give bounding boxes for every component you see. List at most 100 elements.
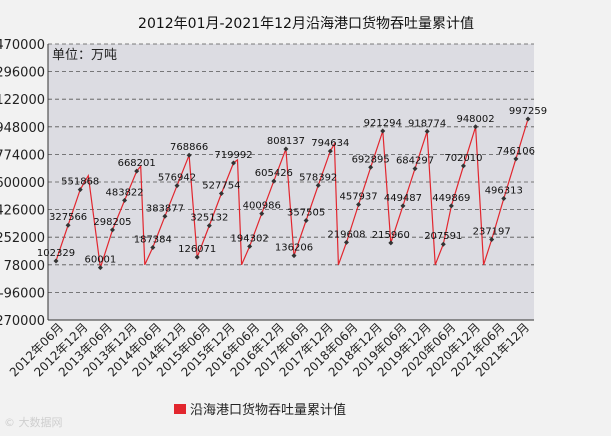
data-label: 136206 bbox=[275, 243, 313, 254]
data-point bbox=[368, 164, 374, 170]
y-tick-label: 252000 bbox=[0, 231, 45, 246]
y-tick-label: 774000 bbox=[0, 148, 45, 163]
data-label: 668201 bbox=[118, 158, 156, 169]
y-tick-label: 1122000 bbox=[0, 93, 45, 108]
data-label: 383877 bbox=[146, 203, 184, 214]
data-label: 457937 bbox=[339, 192, 377, 203]
data-label: 449869 bbox=[432, 193, 470, 204]
data-point bbox=[412, 166, 418, 172]
data-point bbox=[315, 182, 321, 188]
data-label: 692895 bbox=[352, 154, 390, 165]
data-point bbox=[186, 152, 192, 158]
data-point bbox=[448, 203, 454, 209]
data-label: 918774 bbox=[408, 118, 446, 129]
watermark: © 大数据网 bbox=[4, 416, 63, 429]
data-point bbox=[400, 203, 406, 209]
data-label: 357505 bbox=[287, 207, 325, 218]
data-point bbox=[327, 148, 333, 154]
x-tick-labels: 2012年06月2012年12月2013年06月2013年12月2014年06月… bbox=[7, 320, 532, 379]
data-point bbox=[259, 211, 265, 217]
data-point bbox=[424, 128, 430, 134]
data-label: 702010 bbox=[444, 153, 482, 164]
data-label: 400986 bbox=[243, 201, 281, 212]
data-point bbox=[513, 156, 519, 162]
data-label: 576942 bbox=[158, 173, 196, 184]
data-point bbox=[122, 197, 128, 203]
y-tick-label: 948000 bbox=[0, 121, 45, 136]
y-tick-labels: -270000 -96000 78000 252000 426000 600000 7740… bbox=[0, 38, 45, 329]
data-point bbox=[291, 253, 297, 259]
y-tick-label: 1296000 bbox=[0, 66, 45, 81]
y-tick-label: 426000 bbox=[0, 204, 45, 219]
data-point bbox=[380, 128, 386, 134]
data-point bbox=[206, 223, 212, 229]
data-point bbox=[440, 241, 446, 247]
data-point bbox=[162, 213, 168, 219]
data-label: 126071 bbox=[178, 244, 216, 255]
data-point bbox=[501, 195, 507, 201]
data-label: 527754 bbox=[202, 180, 240, 191]
data-label: 60001 bbox=[84, 255, 116, 266]
data-point bbox=[218, 190, 224, 196]
legend-swatch bbox=[174, 404, 186, 414]
data-point bbox=[53, 258, 59, 264]
unit-label: 单位：万吨 bbox=[52, 48, 117, 63]
data-label: 768866 bbox=[170, 142, 208, 153]
data-labels: 102329 327566 551868 60001 298205 483822 66820… bbox=[37, 106, 547, 266]
data-point bbox=[109, 227, 115, 233]
data-point bbox=[134, 168, 140, 174]
data-point bbox=[303, 217, 309, 223]
data-label: 325132 bbox=[190, 213, 228, 224]
y-tick-label: 600000 bbox=[0, 176, 45, 191]
data-point bbox=[97, 265, 103, 271]
data-label: 194302 bbox=[231, 233, 269, 244]
data-label: 219608 bbox=[327, 229, 365, 240]
data-label: 207591 bbox=[424, 231, 462, 242]
data-label: 237197 bbox=[473, 227, 511, 238]
data-point bbox=[150, 244, 156, 250]
data-label: 746106 bbox=[497, 146, 535, 157]
data-label: 921294 bbox=[364, 118, 402, 129]
data-point bbox=[283, 146, 289, 152]
data-label: 215960 bbox=[372, 230, 410, 241]
data-point bbox=[174, 183, 180, 189]
data-point bbox=[65, 222, 71, 228]
data-point bbox=[388, 240, 394, 246]
data-label: 808137 bbox=[267, 136, 305, 147]
data-label: 997259 bbox=[509, 106, 547, 117]
legend-label: 沿海港口货物吞吐量累计值 bbox=[190, 402, 346, 418]
data-label: 578392 bbox=[299, 172, 337, 183]
data-point bbox=[356, 202, 362, 208]
data-point bbox=[271, 178, 277, 184]
data-label: 496313 bbox=[485, 185, 523, 196]
data-point bbox=[231, 160, 237, 166]
data-point bbox=[77, 187, 83, 193]
data-label: 483822 bbox=[105, 187, 143, 198]
data-point bbox=[489, 237, 495, 243]
series-line bbox=[55, 118, 529, 268]
data-point bbox=[460, 163, 466, 169]
y-tick-label: 78000 bbox=[4, 259, 45, 274]
data-label: 948002 bbox=[456, 114, 494, 125]
y-tick-label: 1470000 bbox=[0, 38, 45, 53]
data-label: 684297 bbox=[396, 156, 434, 167]
chart-title: 2012年01月-2021年12月沿海港口货物吞吐量累计值 bbox=[138, 15, 474, 32]
data-label: 298205 bbox=[93, 217, 131, 228]
data-label: 605426 bbox=[255, 168, 293, 179]
data-point bbox=[247, 243, 253, 249]
data-label: 794634 bbox=[311, 138, 349, 149]
data-label: 551868 bbox=[61, 177, 99, 188]
data-points bbox=[53, 116, 531, 271]
data-point bbox=[525, 116, 531, 122]
data-label: 327566 bbox=[49, 212, 87, 223]
data-label: 187384 bbox=[134, 234, 172, 245]
data-label: 102329 bbox=[37, 248, 75, 259]
y-tick-label: -270000 bbox=[0, 314, 45, 329]
data-point bbox=[473, 124, 479, 130]
data-label: 449487 bbox=[384, 193, 422, 204]
data-point bbox=[194, 254, 200, 260]
data-point bbox=[343, 239, 349, 245]
data-label: 719992 bbox=[214, 150, 252, 161]
y-tick-label: -96000 bbox=[0, 286, 45, 301]
